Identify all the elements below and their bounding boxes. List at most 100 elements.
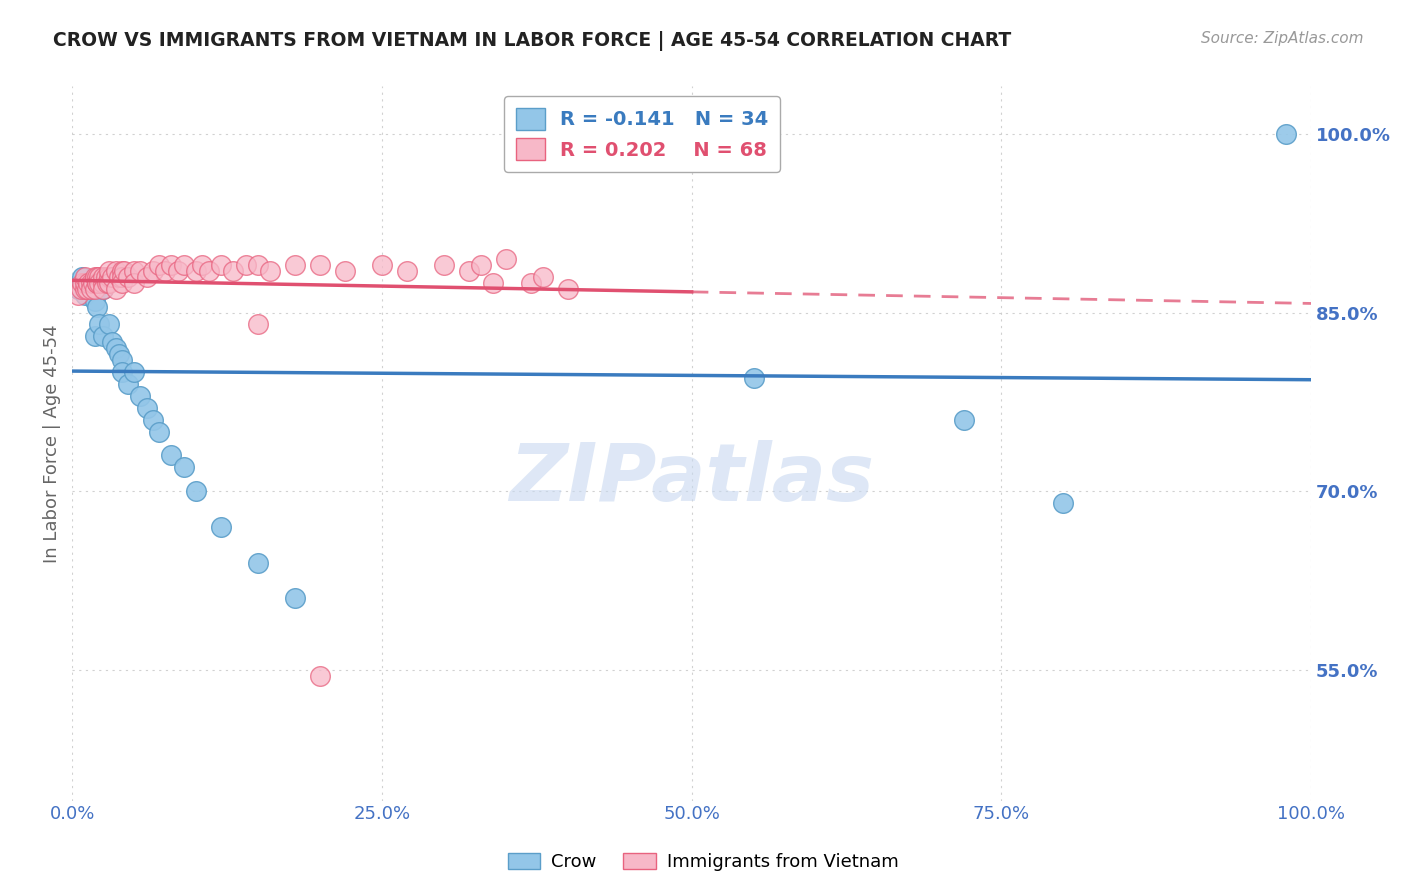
Point [1275, 127, 1298, 141]
Point [142, 264, 165, 278]
Point [160, 258, 183, 272]
Point [89, 276, 111, 290]
Point [160, 449, 183, 463]
Point [117, 376, 139, 391]
Point [247, 556, 270, 570]
Point [80, 276, 103, 290]
Point [98, 264, 121, 278]
Point [111, 276, 134, 290]
Point [73, 276, 96, 290]
Point [86, 300, 108, 314]
Point [112, 264, 135, 278]
Point [101, 335, 124, 350]
Point [86, 276, 108, 290]
Point [142, 412, 165, 426]
Point [495, 252, 517, 266]
Point [80, 282, 103, 296]
Point [73, 269, 96, 284]
Point [519, 276, 541, 290]
Point [259, 264, 281, 278]
Point [76, 276, 98, 290]
Point [184, 484, 207, 499]
Point [197, 264, 219, 278]
Point [111, 264, 134, 278]
Text: Source: ZipAtlas.com: Source: ZipAtlas.com [1201, 31, 1364, 46]
Point [557, 282, 579, 296]
Point [89, 269, 111, 284]
Point [80, 276, 103, 290]
Legend: Crow, Immigrants from Vietnam: Crow, Immigrants from Vietnam [501, 846, 905, 879]
Point [91, 276, 114, 290]
Point [135, 269, 157, 284]
Point [86, 282, 108, 296]
Point [101, 269, 124, 284]
Point [83, 269, 105, 284]
Point [284, 258, 307, 272]
Point [104, 264, 127, 278]
Point [89, 318, 111, 332]
Point [470, 258, 492, 272]
Point [333, 264, 356, 278]
Point [67, 282, 90, 296]
Point [122, 365, 145, 379]
Point [395, 264, 418, 278]
Point [111, 269, 134, 284]
Point [70, 282, 93, 296]
Point [309, 668, 332, 682]
Point [67, 287, 90, 301]
Point [117, 269, 139, 284]
Point [83, 329, 105, 343]
Point [86, 276, 108, 290]
Point [222, 264, 245, 278]
Text: CROW VS IMMIGRANTS FROM VIETNAM IN LABOR FORCE | AGE 45-54 CORRELATION CHART: CROW VS IMMIGRANTS FROM VIETNAM IN LABOR… [53, 31, 1012, 51]
Point [153, 264, 176, 278]
Point [91, 329, 114, 343]
Point [457, 264, 479, 278]
Point [83, 293, 105, 308]
Point [433, 258, 456, 272]
Point [73, 287, 96, 301]
Point [96, 276, 118, 290]
Point [91, 282, 114, 296]
Point [77, 276, 100, 290]
Point [104, 341, 127, 355]
Point [531, 269, 554, 284]
Point [1052, 496, 1074, 510]
Point [73, 282, 96, 296]
Point [247, 318, 270, 332]
Point [111, 353, 134, 368]
Point [108, 347, 131, 361]
Point [98, 276, 121, 290]
Point [284, 591, 307, 606]
Point [148, 425, 170, 439]
Point [173, 460, 195, 475]
Point [742, 371, 765, 385]
Point [135, 401, 157, 415]
Point [70, 269, 93, 284]
Point [209, 258, 232, 272]
Point [184, 264, 207, 278]
Point [108, 269, 131, 284]
Point [98, 318, 121, 332]
Point [83, 282, 105, 296]
Point [76, 282, 98, 296]
Point [98, 269, 121, 284]
Point [247, 258, 270, 272]
Point [166, 264, 188, 278]
Point [129, 389, 152, 403]
Point [86, 269, 108, 284]
Point [191, 258, 214, 272]
Point [91, 282, 114, 296]
Point [173, 258, 195, 272]
Point [309, 258, 332, 272]
Point [94, 269, 117, 284]
Point [482, 276, 505, 290]
Point [91, 269, 114, 284]
Point [129, 264, 152, 278]
Y-axis label: In Labor Force | Age 45-54: In Labor Force | Age 45-54 [44, 324, 60, 563]
Point [82, 276, 104, 290]
Point [122, 264, 145, 278]
Point [209, 520, 232, 534]
Point [148, 258, 170, 272]
Point [70, 276, 93, 290]
